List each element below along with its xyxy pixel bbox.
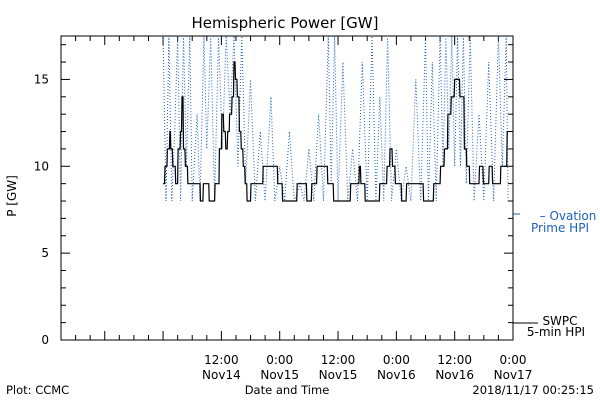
- y-tick-label: 10: [34, 159, 49, 173]
- y-axis-label: P [GW]: [5, 175, 19, 217]
- y-tick-label: 5: [41, 246, 49, 260]
- x-tick-label-time: 0:00: [500, 353, 527, 367]
- x-tick-label-time: 12:00: [321, 353, 356, 367]
- legend-swpc-label: SWPC: [542, 314, 577, 328]
- footer-timestamp: 2018/11/17 00:25:15: [472, 383, 594, 397]
- x-tick-label-time: 0:00: [383, 353, 410, 367]
- y-tick-label: 0: [41, 333, 49, 347]
- chart-title: Hemispheric Power [GW]: [192, 14, 379, 32]
- legend-ovation-label-line2: Prime HPI: [531, 221, 589, 235]
- plot-frame: [60, 35, 514, 341]
- legend-swpc-label-line2: 5-min HPI: [527, 325, 585, 339]
- x-axis: 12:00Nov140:00Nov1512:00Nov150:00Nov1612…: [60, 36, 533, 382]
- y-axis: 0 5 10 15: [34, 44, 513, 347]
- x-tick-label-date: Nov15: [319, 368, 358, 382]
- x-axis-label: Date and Time: [245, 383, 330, 397]
- legend-ovation-label: – Ovation: [540, 209, 597, 223]
- x-tick-label-time: 12:00: [437, 353, 472, 367]
- footer-plot-credit: Plot: CCMC: [6, 383, 69, 397]
- y-tick-label: 15: [34, 72, 49, 86]
- x-tick-label-date: Nov16: [377, 368, 416, 382]
- x-tick-label-date: Nov17: [494, 368, 533, 382]
- series-swpc-line: [163, 61, 509, 202]
- x-tick-label-time: 12:00: [204, 353, 239, 367]
- x-tick-label-date: Nov16: [435, 368, 474, 382]
- series-ovation-line: [162, 36, 509, 202]
- x-tick-label-date: Nov14: [202, 368, 241, 382]
- x-tick-label-date: Nov15: [260, 368, 299, 382]
- x-tick-label-time: 0:00: [266, 353, 293, 367]
- series-layer: [162, 36, 509, 202]
